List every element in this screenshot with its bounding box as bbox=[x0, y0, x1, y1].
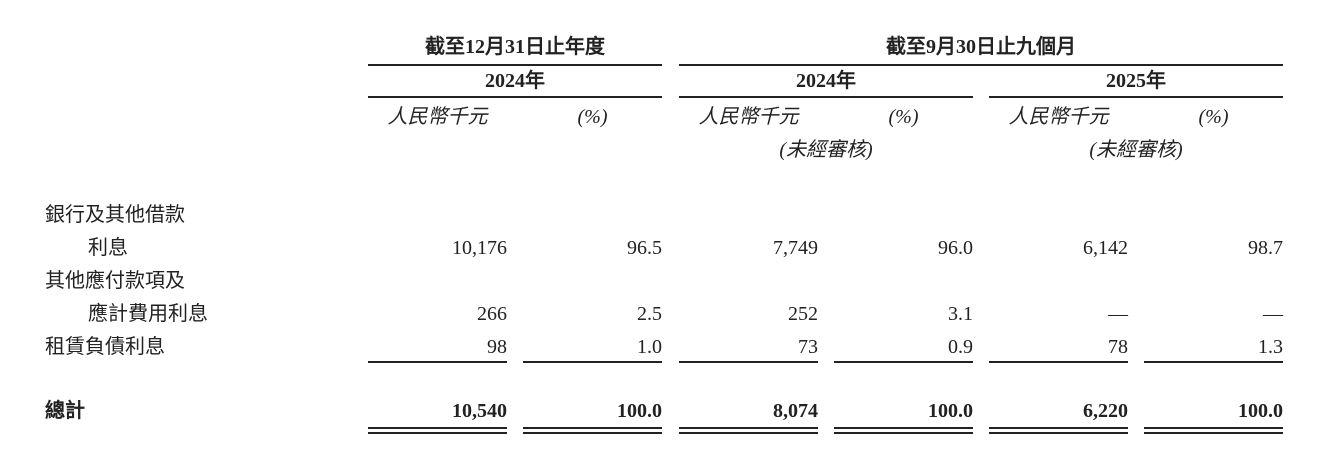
total-cell: 6,220 bbox=[1083, 400, 1128, 422]
row-label: 其他應付款項及 bbox=[45, 270, 185, 292]
double-rule bbox=[523, 432, 662, 434]
unit-label: (%) bbox=[577, 106, 608, 128]
subtotal-rule bbox=[679, 361, 818, 363]
double-rule bbox=[989, 432, 1128, 434]
double-rule bbox=[523, 427, 662, 429]
cell: 266 bbox=[477, 303, 507, 325]
subtotal-rule bbox=[523, 361, 662, 363]
subtotal-rule bbox=[1144, 361, 1283, 363]
unit-label: 人民幣千元 bbox=[387, 106, 488, 128]
row-label: 應計費用利息 bbox=[88, 303, 208, 325]
period-rule bbox=[368, 96, 662, 98]
cell: 3.1 bbox=[948, 303, 973, 325]
cell: — bbox=[1263, 303, 1283, 325]
double-rule bbox=[1144, 427, 1283, 429]
period-header: 2024年 bbox=[796, 70, 856, 92]
unit-label: (%) bbox=[1198, 106, 1229, 128]
row-label: 銀行及其他借款 bbox=[45, 204, 185, 226]
cell: 2.5 bbox=[637, 303, 662, 325]
cell: 1.3 bbox=[1258, 336, 1283, 358]
total-cell: 100.0 bbox=[928, 400, 973, 422]
cell: 1.0 bbox=[637, 336, 662, 358]
cell: 96.5 bbox=[627, 237, 662, 259]
group-header: 截至12月31日止年度 bbox=[425, 36, 605, 58]
total-cell: 8,074 bbox=[773, 400, 818, 422]
unit-label: 人民幣千元 bbox=[698, 106, 799, 128]
period-rule bbox=[679, 96, 973, 98]
cell: 7,749 bbox=[773, 237, 818, 259]
cell: 0.9 bbox=[948, 336, 973, 358]
total-cell: 10,540 bbox=[452, 400, 507, 422]
cell: 98 bbox=[487, 336, 507, 358]
double-rule bbox=[834, 432, 973, 434]
double-rule bbox=[679, 427, 818, 429]
total-cell: 100.0 bbox=[1238, 400, 1283, 422]
row-label: 利息 bbox=[88, 237, 128, 259]
double-rule bbox=[834, 427, 973, 429]
period-header: 2024年 bbox=[485, 70, 545, 92]
total-cell: 100.0 bbox=[617, 400, 662, 422]
audit-note: (未經審核) bbox=[779, 139, 873, 161]
double-rule bbox=[989, 427, 1128, 429]
cell: — bbox=[1108, 303, 1128, 325]
cell: 252 bbox=[788, 303, 818, 325]
period-rule bbox=[989, 96, 1283, 98]
double-rule bbox=[1144, 432, 1283, 434]
unit-label: 人民幣千元 bbox=[1008, 106, 1109, 128]
cell: 96.0 bbox=[938, 237, 973, 259]
group-rule bbox=[368, 64, 662, 66]
cell: 6,142 bbox=[1083, 237, 1128, 259]
audit-note: (未經審核) bbox=[1089, 139, 1183, 161]
total-label: 總計 bbox=[45, 400, 85, 422]
double-rule bbox=[368, 432, 507, 434]
row-label: 租賃負債利息 bbox=[45, 336, 165, 358]
group-rule bbox=[679, 64, 1283, 66]
double-rule bbox=[368, 427, 507, 429]
cell: 98.7 bbox=[1248, 237, 1283, 259]
subtotal-rule bbox=[989, 361, 1128, 363]
cell: 10,176 bbox=[452, 237, 507, 259]
subtotal-rule bbox=[834, 361, 973, 363]
subtotal-rule bbox=[368, 361, 507, 363]
group-header: 截至9月30日止九個月 bbox=[886, 36, 1076, 58]
unit-label: (%) bbox=[888, 106, 919, 128]
cell: 73 bbox=[798, 336, 818, 358]
period-header: 2025年 bbox=[1106, 70, 1166, 92]
double-rule bbox=[679, 432, 818, 434]
cell: 78 bbox=[1108, 336, 1128, 358]
